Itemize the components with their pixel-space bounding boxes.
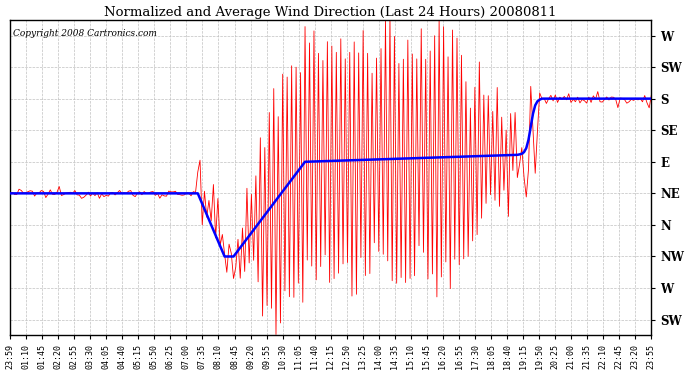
Text: Copyright 2008 Cartronics.com: Copyright 2008 Cartronics.com xyxy=(13,29,157,38)
Title: Normalized and Average Wind Direction (Last 24 Hours) 20080811: Normalized and Average Wind Direction (L… xyxy=(104,6,557,18)
